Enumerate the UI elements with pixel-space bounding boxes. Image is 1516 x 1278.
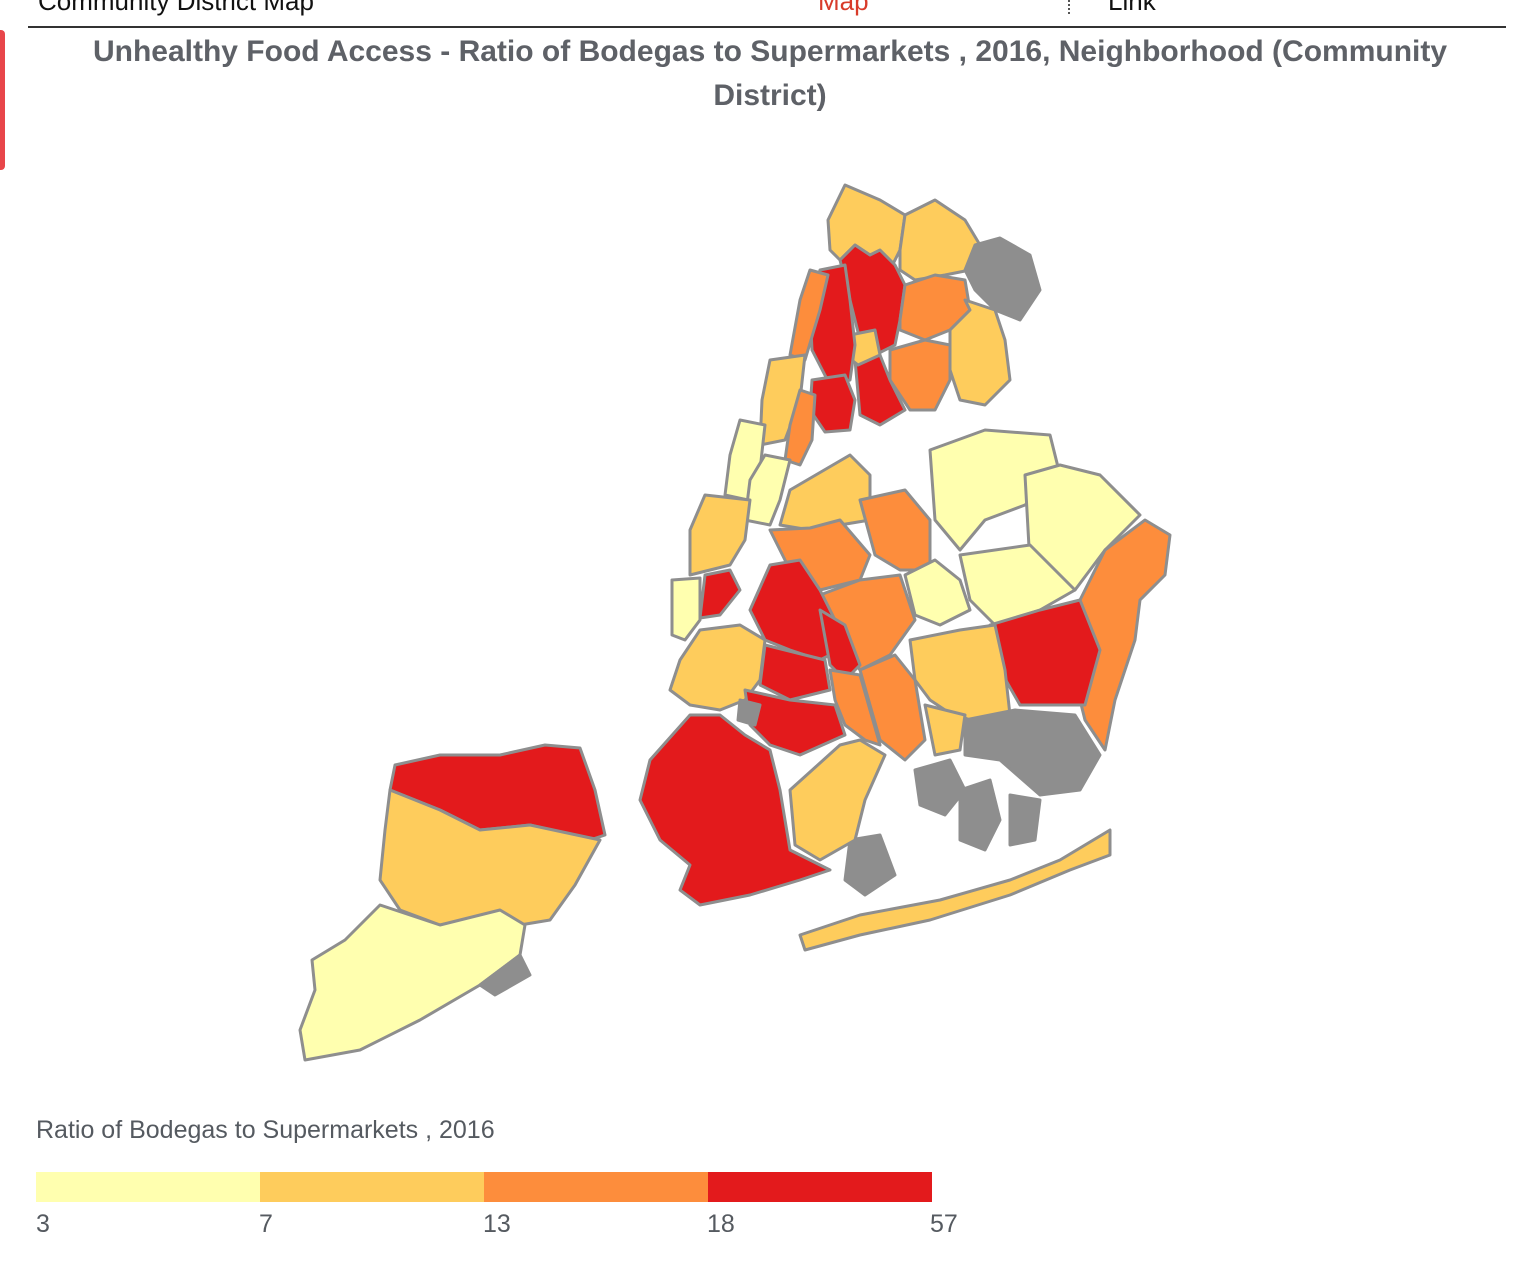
legend-swatch-2: [260, 1172, 484, 1202]
district-queens-nodata-south: [963, 708, 1102, 797]
district-queens-yellow-small[interactable]: [923, 703, 967, 757]
district-brooklyn-red-mid[interactable]: [743, 688, 847, 757]
district-bronx-red-southwest[interactable]: [808, 373, 857, 434]
district-jamaica-bay-nodata-3: [1008, 793, 1042, 847]
district-brooklyn-yellow-west[interactable]: [668, 623, 767, 712]
district-manhattan-pale-2[interactable]: [743, 453, 792, 527]
district-manhattan-south-pale[interactable]: [670, 576, 702, 642]
legend-color-bar: [36, 1172, 932, 1202]
district-staten-nodata: [478, 953, 532, 997]
legend-tick-3: 13: [483, 1210, 511, 1238]
district-queens-pale-center[interactable]: [903, 558, 972, 627]
district-queens-orange-north[interactable]: [858, 488, 932, 572]
district-staten-mid-yellow[interactable]: [378, 788, 602, 927]
legend-swatch-1: [36, 1172, 260, 1202]
legend-tick-1: 3: [36, 1210, 50, 1238]
district-jamaica-bay-nodata-2: [958, 778, 1002, 852]
district-queens-pale-north[interactable]: [928, 428, 1062, 552]
cut-off-header-text: Community District Map: [38, 0, 314, 16]
district-brooklyn-yellow-south[interactable]: [788, 738, 887, 862]
legend-tick-2: 7: [259, 1210, 273, 1238]
district-manhattan-orange-east[interactable]: [783, 388, 817, 467]
district-queens-yellow-west[interactable]: [778, 453, 872, 532]
top-strip-cut-off: Community District Map Map Link: [28, 0, 1506, 28]
legend-tick-4: 18: [707, 1210, 735, 1238]
district-bronx-nodata-east: [963, 236, 1042, 322]
legend-title: Ratio of Bodegas to Supermarkets , 2016: [36, 1116, 495, 1144]
district-bronx-north[interactable]: [898, 198, 982, 282]
district-brooklyn-red-southwest[interactable]: [638, 713, 832, 907]
legend-tick-5: 57: [930, 1210, 958, 1238]
district-brooklyn-nodata-park: [736, 698, 762, 727]
district-manhattan-red[interactable]: [698, 568, 742, 620]
district-bronx-yellow-east[interactable]: [948, 298, 1012, 407]
cut-off-link-text[interactable]: Link: [1108, 0, 1156, 16]
district-jamaica-bay-nodata-1: [913, 758, 967, 817]
side-tab-handle[interactable]: [0, 30, 5, 170]
district-brooklyn-orange-center[interactable]: [828, 668, 882, 747]
legend-swatch-4: [708, 1172, 932, 1202]
district-manhattan-upper-yellow[interactable]: [758, 353, 807, 447]
district-jamaica-bay-nodata-4: [843, 833, 897, 897]
district-queens-rockaway[interactable]: [798, 828, 1112, 952]
header-divider: [1068, 0, 1070, 14]
map-title: Unhealthy Food Access - Ratio of Bodegas…: [92, 35, 1448, 112]
district-manhattan-mid-yellow[interactable]: [688, 493, 752, 577]
cut-off-header-link[interactable]: Map: [818, 0, 869, 16]
district-staten-south-pale[interactable]: [298, 903, 527, 1062]
district-brooklyn-red-center[interactable]: [758, 643, 832, 702]
legend-swatch-3: [484, 1172, 708, 1202]
